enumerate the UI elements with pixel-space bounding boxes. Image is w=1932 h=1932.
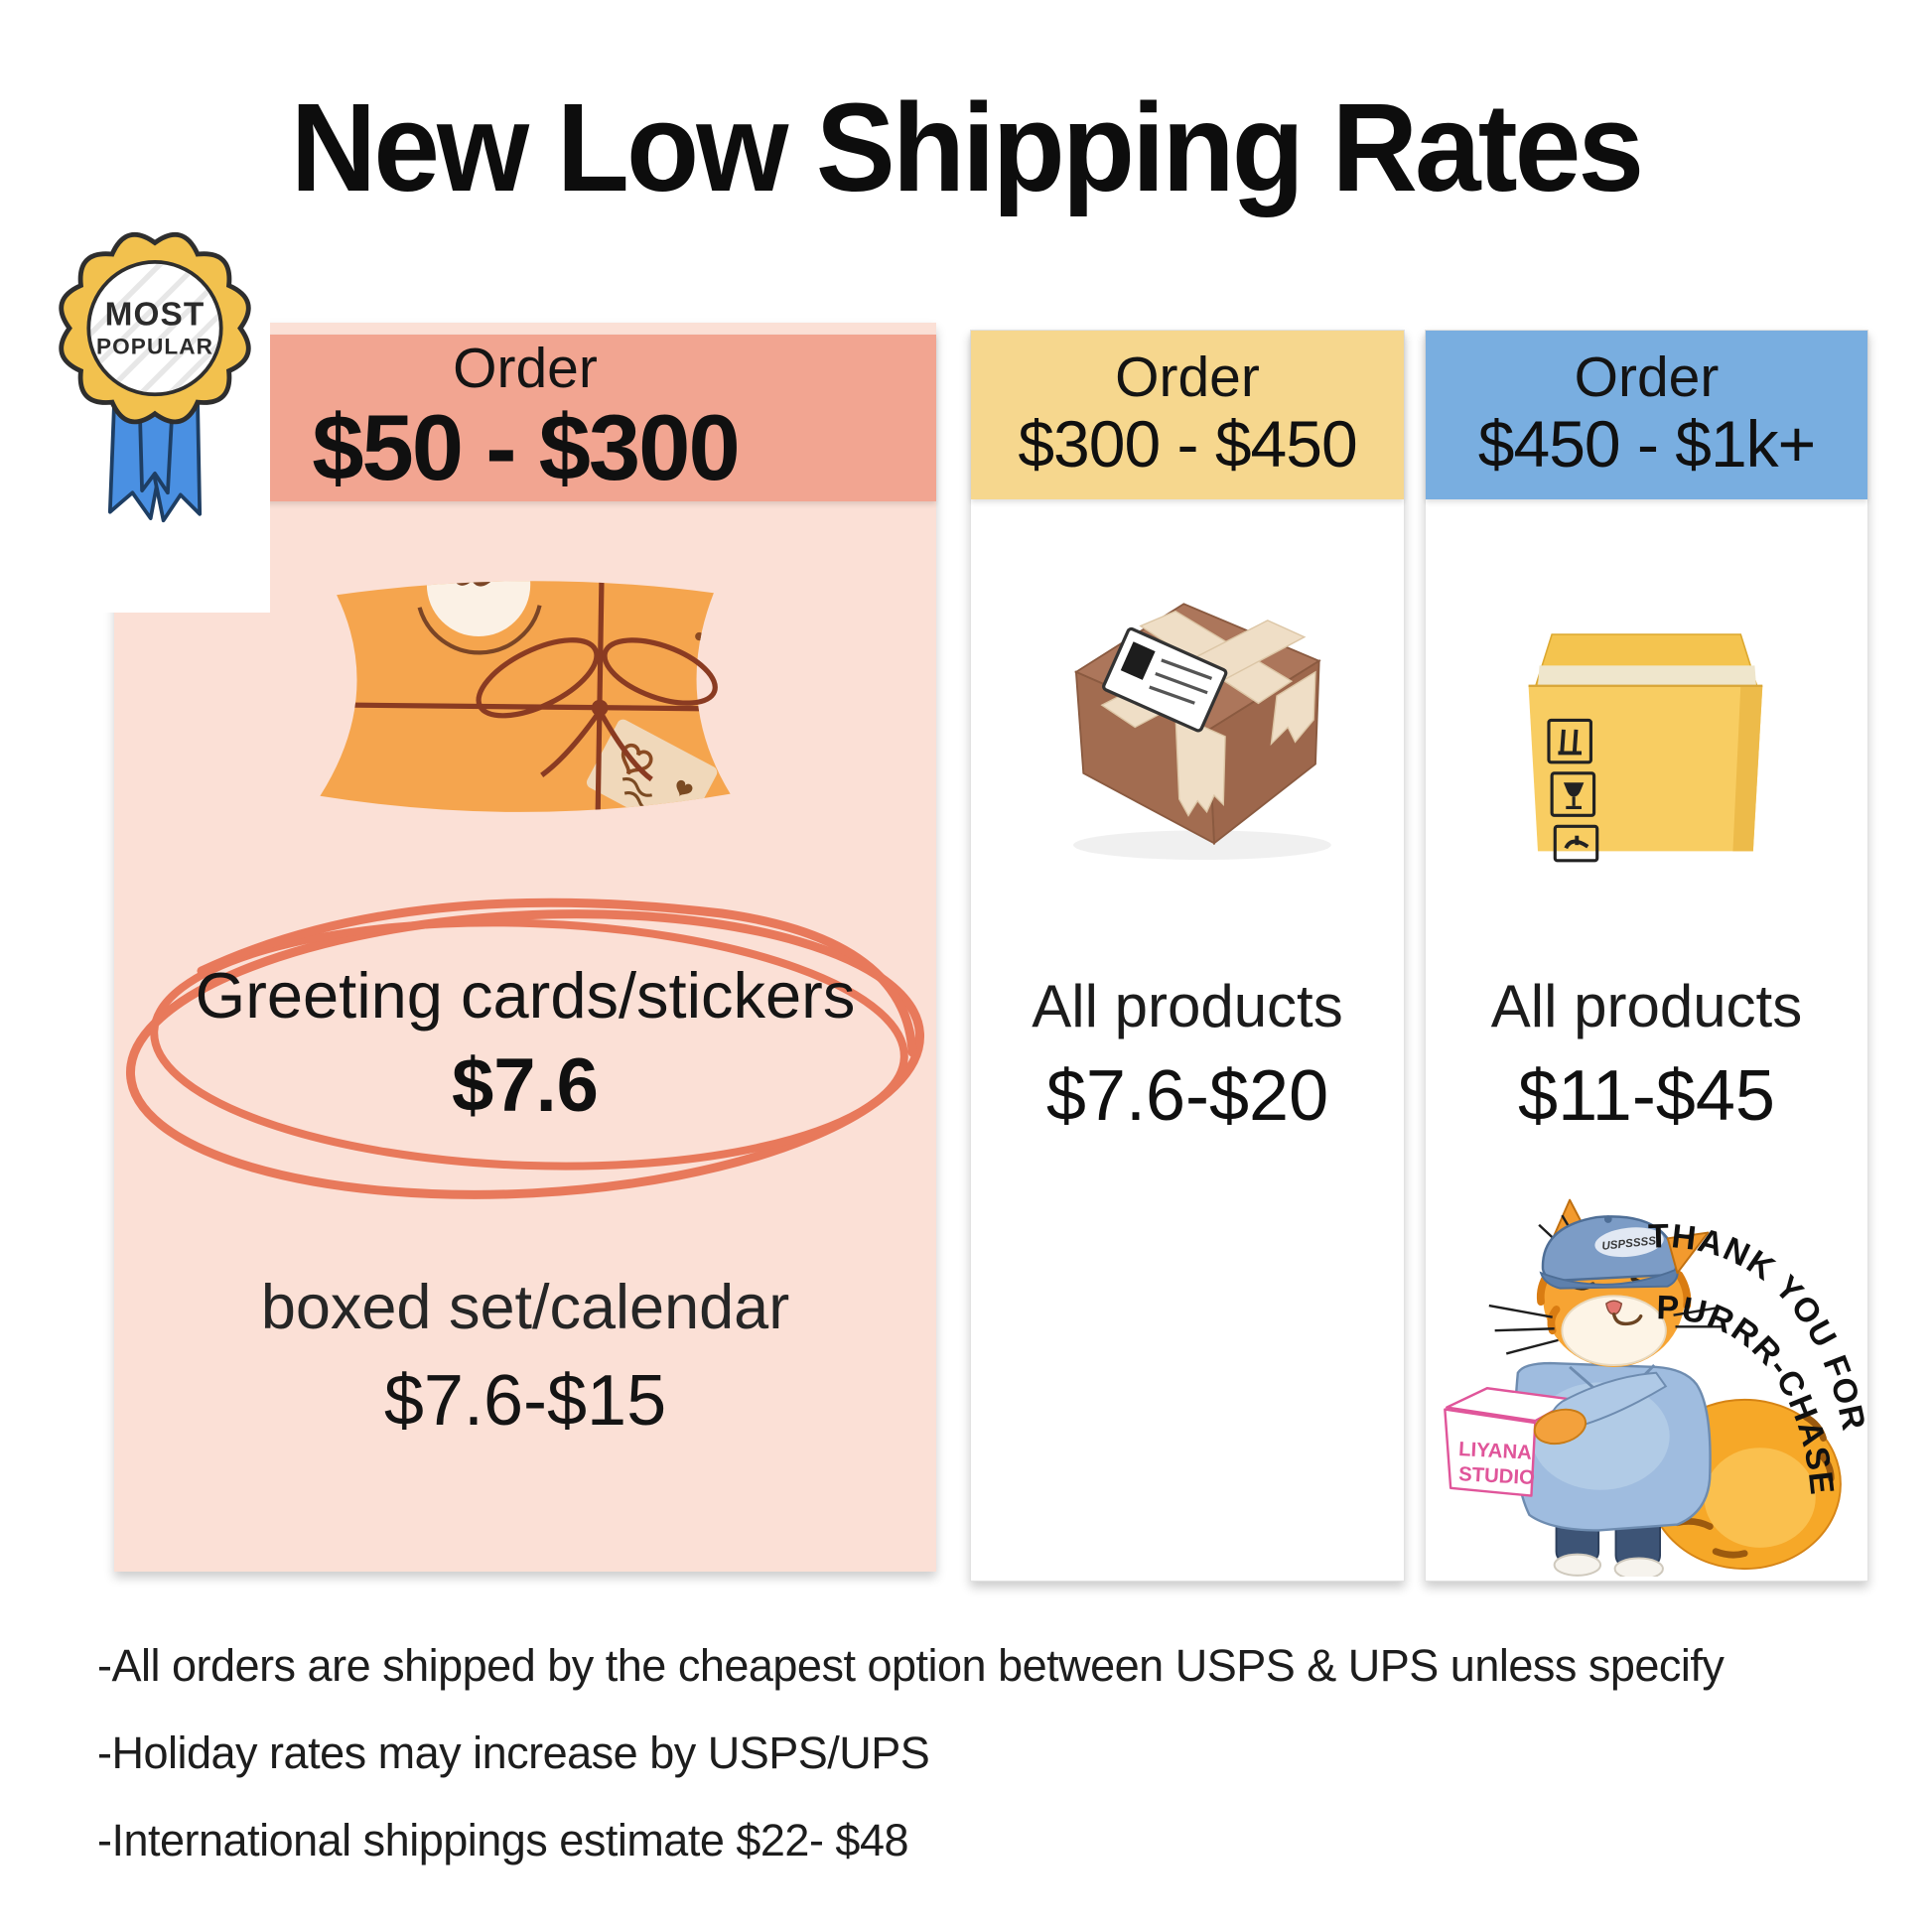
sprig-decoration — [697, 605, 731, 691]
most-popular-badge: MOST POPULAR — [40, 213, 270, 613]
badge-text-most: MOST — [105, 296, 206, 333]
column2-header-order: Order — [1115, 345, 1260, 409]
column1-header-range: $50 - $300 — [312, 394, 740, 499]
handling-symbols — [1547, 718, 1599, 863]
hand-drawn-circle-annotation — [125, 897, 925, 1199]
circled-price-block: Greeting cards/stickers $7.6 — [114, 884, 936, 1226]
column-order-450-1k: Order $450 - $1k+ — [1425, 330, 1868, 1582]
parcel-text-line1: LIYANA — [1458, 1439, 1533, 1464]
rosette-ribbon-icon: MOST POPULAR — [59, 231, 251, 523]
brown-parcel-illustration — [1073, 603, 1331, 861]
footnote-shipping-option: -All orders are shipped by the cheapest … — [97, 1640, 1725, 1691]
column2-product-label: All products — [1032, 973, 1343, 1039]
yellow-box-illustration — [1528, 633, 1763, 863]
footnote-international: -International shippings estimate $22- $… — [97, 1815, 909, 1865]
column3-header-order: Order — [1574, 345, 1720, 409]
column3-product-label: All products — [1490, 973, 1803, 1039]
badge-text-popular: POPULAR — [96, 334, 213, 358]
column3-pricing: All products $11-$45 — [1426, 966, 1867, 1147]
footnote-holiday-rates: -Holiday rates may increase by USPS/UPS — [97, 1727, 930, 1778]
page-title: New Low Shipping Rates — [290, 77, 1644, 217]
column2-header-range: $300 - $450 — [1018, 407, 1357, 482]
shipping-label — [1102, 626, 1228, 733]
column3-header-range: $450 - $1k+ — [1477, 407, 1816, 482]
postal-cap: USPSSSS — [1539, 1215, 1679, 1290]
product1-price: $7.6 — [452, 1043, 599, 1129]
cat-mail-carrier-sticker: LIYANA STUDIO — [1444, 1198, 1867, 1577]
product2-price: $7.6-$15 — [383, 1360, 667, 1441]
parcel-text-line2: STUDIO — [1458, 1463, 1536, 1489]
column-order-50-300: Order $50 - $300 — [114, 323, 936, 1572]
column1-header-order: Order — [453, 337, 598, 401]
column2-header: Order $300 - $450 — [971, 331, 1404, 499]
product1-label: Greeting cards/stickers — [195, 959, 856, 1032]
column3-header: Order $450 - $1k+ — [1426, 331, 1867, 499]
cat-head: USPSSSS — [1488, 1198, 1722, 1367]
gift-package-illustration — [320, 581, 731, 812]
boxed-set-block: boxed set/calendar $7.6-$15 — [114, 1268, 936, 1452]
bow — [476, 637, 718, 782]
column2-pricing: All products $7.6-$20 — [971, 966, 1404, 1147]
cap-label: USPSSSS — [1601, 1234, 1657, 1253]
column2-product-price: $7.6-$20 — [1045, 1056, 1329, 1136]
column-order-300-450: Order $300 - $450 — [970, 330, 1405, 1582]
footnotes: -All orders are shipped by the cheapest … — [97, 1622, 1884, 1884]
product2-label: boxed set/calendar — [260, 1273, 790, 1342]
column3-product-price: $11-$45 — [1518, 1056, 1775, 1136]
